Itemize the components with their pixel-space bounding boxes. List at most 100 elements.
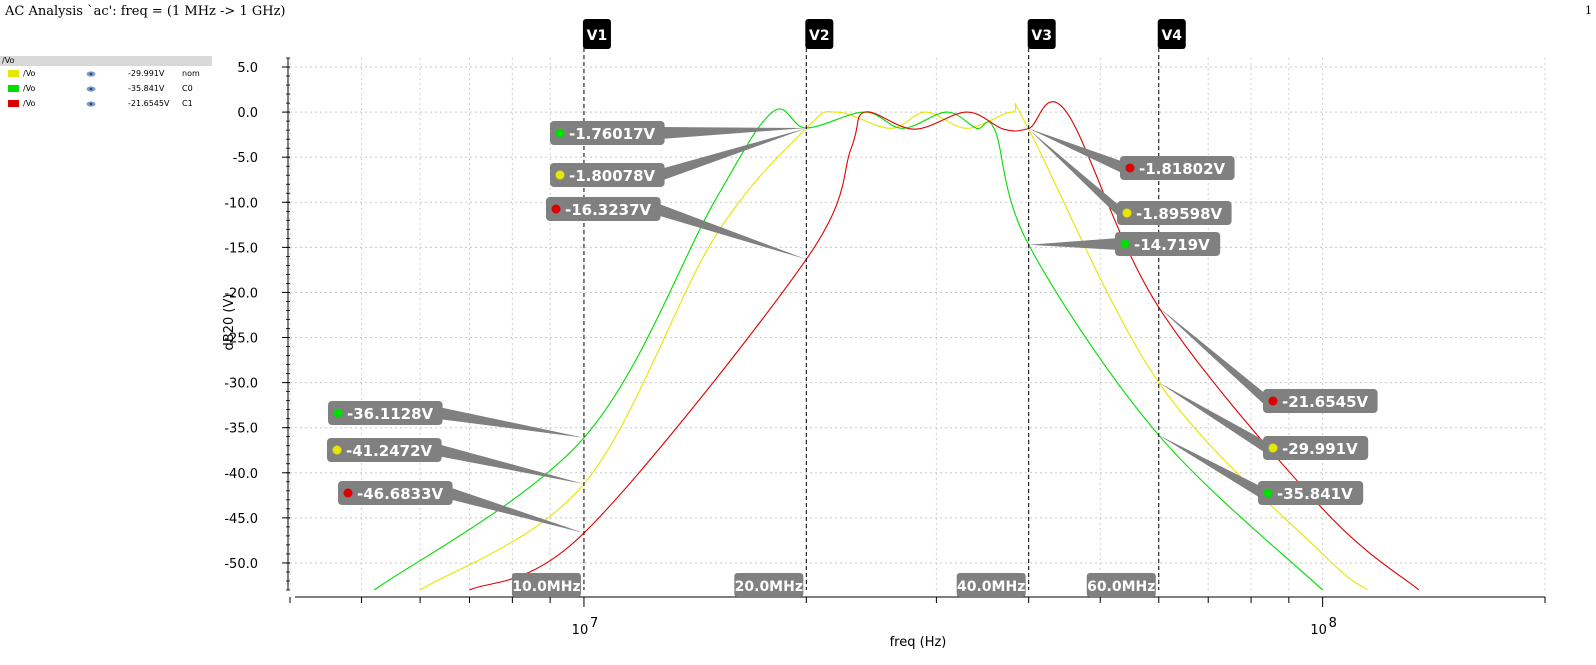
- y-axis-label: dB20 (V): [222, 294, 237, 351]
- legend-corner: nom: [182, 69, 200, 78]
- legend-swatch: [8, 85, 19, 92]
- callouts-layer: -1.76017V -1.80078V -16.3237V -1.81802V -1.8…: [327, 121, 1378, 533]
- freq-label-box: [511, 573, 581, 597]
- callout-leader: [1028, 238, 1119, 250]
- legend-header: /Vo: [0, 56, 212, 66]
- legend-signal-name: /Vo: [23, 84, 36, 93]
- callout-text: -1.81802V: [1139, 160, 1226, 178]
- freq-label-box: [1086, 573, 1156, 597]
- marker-tag: [805, 19, 834, 49]
- y-tick-label: -15.0: [224, 241, 258, 256]
- y-tick-label: -40.0: [224, 467, 258, 482]
- marker-tag: [1157, 19, 1186, 49]
- callout-text: -35.841V: [1277, 485, 1353, 503]
- x-tick-exponent: 7: [590, 616, 598, 631]
- callout-text: -41.2472V: [346, 442, 433, 460]
- callout-leader: [448, 487, 584, 533]
- legend-signal-name: /Vo: [23, 69, 36, 78]
- legend-row-nom[interactable]: /Vo -29.991V nom: [0, 66, 212, 81]
- series-line-2: [469, 101, 1420, 591]
- y-tick-label: -20.0: [224, 286, 258, 301]
- callout-box: [546, 197, 661, 221]
- marker-label: V3: [1031, 28, 1052, 44]
- freq-label: 10.0MHz: [512, 579, 580, 595]
- legend-value: -21.6545V: [128, 99, 170, 108]
- callout-dot: [1120, 239, 1130, 249]
- callout-box: [550, 121, 665, 145]
- callout-text: -46.6833V: [357, 485, 444, 503]
- markers-layer: V1 V2 V3 V4 10.0MHz 20.0MHz 40.0MHz 60.0MHz: [511, 19, 1186, 597]
- callout-text: -29.991V: [1282, 440, 1358, 458]
- callout-leader: [1028, 129, 1121, 219]
- legend-row-c0[interactable]: /Vo -35.841V C0: [0, 81, 212, 96]
- page-number: 1: [1585, 4, 1592, 17]
- callout-leader: [438, 407, 584, 438]
- x-tick-label: 10: [1310, 623, 1327, 638]
- legend-row-c1[interactable]: /Vo -21.6545V C1: [0, 96, 212, 111]
- axes: 5.0 0.0 -5.0 -10.0 -15.0 -20.0 -25.0 -30.0 -35.0…: [224, 57, 1546, 638]
- callout-box: [1258, 481, 1364, 505]
- legend-value: -29.991V: [128, 69, 165, 78]
- y-tick-label: -10.0: [224, 196, 258, 211]
- callout-box: [1115, 232, 1221, 256]
- marker-label: V4: [1161, 28, 1182, 44]
- series-line-0: [419, 103, 1368, 591]
- y-tick-label: -45.0: [224, 512, 258, 527]
- callout-box: [1263, 436, 1369, 460]
- y-tick-label: -30.0: [224, 377, 258, 392]
- callout-box: [338, 481, 453, 505]
- y-tick-label: -5.0: [233, 151, 258, 166]
- callout-dot: [333, 408, 343, 418]
- callout-text: -36.1128V: [347, 405, 434, 423]
- freq-label: 40.0MHz: [957, 579, 1025, 595]
- series-layer: [373, 101, 1420, 591]
- freq-label-box: [956, 573, 1026, 597]
- series-line-1: [373, 108, 1323, 591]
- legend-signal-name: /Vo: [23, 99, 36, 108]
- callout-box: [1120, 156, 1235, 180]
- legend-corner: C1: [182, 99, 193, 108]
- callout-box: [327, 438, 442, 462]
- callout-leader: [1158, 435, 1262, 499]
- callout-dot: [343, 488, 353, 498]
- eye-icon[interactable]: [86, 97, 96, 109]
- callout-box: [328, 401, 443, 425]
- eye-icon[interactable]: [86, 82, 96, 94]
- freq-label-box: [734, 573, 804, 597]
- y-tick-label: -25.0: [224, 332, 258, 347]
- eye-icon[interactable]: [86, 67, 96, 79]
- callout-box: [550, 163, 665, 187]
- callout-text: -16.3237V: [565, 201, 652, 219]
- callout-leader: [660, 128, 807, 181]
- callout-dot: [332, 445, 342, 455]
- callout-leader: [437, 444, 584, 484]
- legend-corner: C0: [182, 84, 193, 93]
- grid: [289, 58, 1546, 590]
- marker-label: V1: [587, 28, 608, 44]
- y-tick-label: 5.0: [237, 61, 258, 76]
- callout-box: [1263, 389, 1378, 413]
- callout-text: -21.6545V: [1282, 393, 1369, 411]
- callout-leader: [1028, 128, 1124, 174]
- callout-leader: [660, 127, 807, 139]
- callout-dot: [555, 128, 565, 138]
- callout-text: -1.76017V: [569, 125, 656, 143]
- callout-text: -1.80078V: [569, 167, 656, 185]
- legend-value: -35.841V: [128, 84, 165, 93]
- callout-leader: [1158, 307, 1267, 407]
- callout-leader: [656, 203, 807, 260]
- x-tick-exponent: 8: [1329, 616, 1337, 631]
- x-axis-label: freq (Hz): [890, 635, 947, 650]
- callout-dot: [1268, 396, 1278, 406]
- y-tick-label: -35.0: [224, 422, 258, 437]
- callout-dot: [1263, 488, 1273, 498]
- legend-swatch: [8, 100, 19, 107]
- callout-leader: [1158, 382, 1267, 454]
- y-tick-label: 0.0: [237, 106, 258, 121]
- freq-label: 20.0MHz: [735, 579, 803, 595]
- callout-text: -1.89598V: [1136, 205, 1223, 223]
- legend-swatch: [8, 70, 19, 77]
- callout-text: -14.719V: [1134, 236, 1210, 254]
- callout-dot: [551, 204, 561, 214]
